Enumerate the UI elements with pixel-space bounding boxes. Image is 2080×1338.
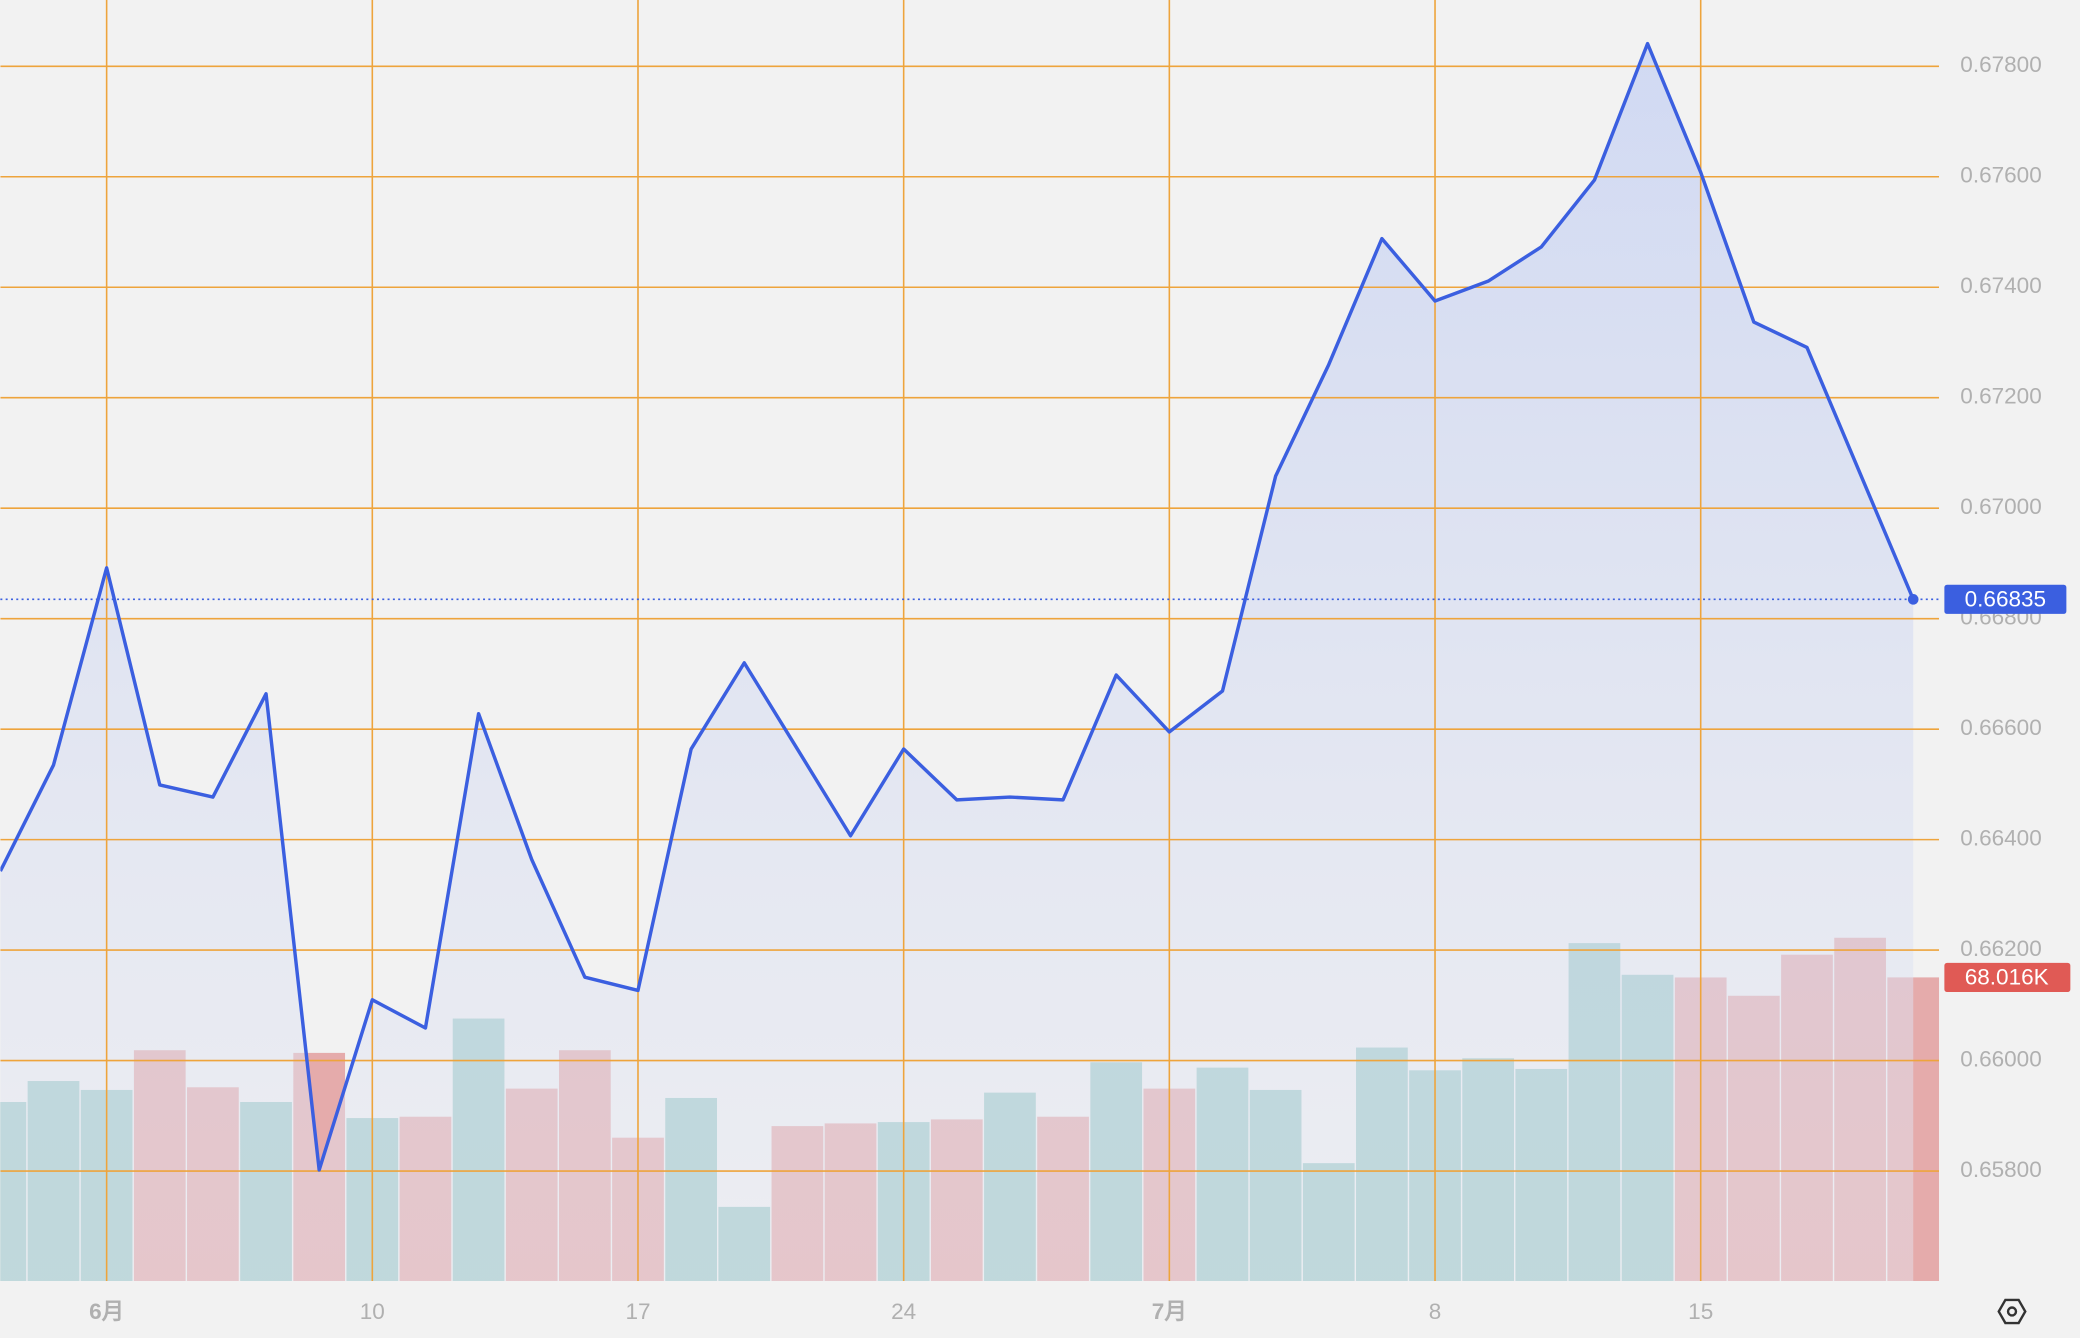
settings-icon[interactable]: [1997, 1298, 2027, 1325]
plot-area: [0, 0, 1940, 1281]
y-tick-label: 0.67800: [1960, 52, 2041, 77]
y-tick-label: 0.66000: [1960, 1047, 2041, 1072]
y-tick-label: 0.67400: [1960, 273, 2041, 298]
y-tick-label: 0.67200: [1960, 384, 2041, 409]
x-tick-label: 6月: [89, 1299, 124, 1324]
y-tick-label: 0.66400: [1960, 826, 2041, 851]
x-tick-label: 15: [1688, 1299, 1713, 1324]
volume-tag-label: 68.016K: [1965, 965, 2049, 990]
y-tick-label: 0.66600: [1960, 715, 2041, 740]
x-tick-label: 10: [360, 1299, 385, 1324]
last-point: [1907, 594, 1919, 605]
y-tick-label: 0.67000: [1960, 494, 2041, 519]
y-tick-label: 0.67600: [1960, 163, 2041, 188]
price-tag: [1944, 584, 2067, 614]
volume-tag: [1944, 962, 2071, 992]
x-tick-label: 7月: [1152, 1299, 1187, 1324]
x-tick-label: 24: [891, 1299, 916, 1324]
y-tick-label: 0.65800: [1960, 1157, 2041, 1182]
x-tick-label: 8: [1429, 1299, 1442, 1324]
price-line: [0, 41, 1915, 1172]
price-tag-label: 0.66835: [1965, 587, 2046, 612]
x-tick-label: 17: [625, 1299, 650, 1324]
y-tick-label: 0.66200: [1960, 936, 2041, 961]
